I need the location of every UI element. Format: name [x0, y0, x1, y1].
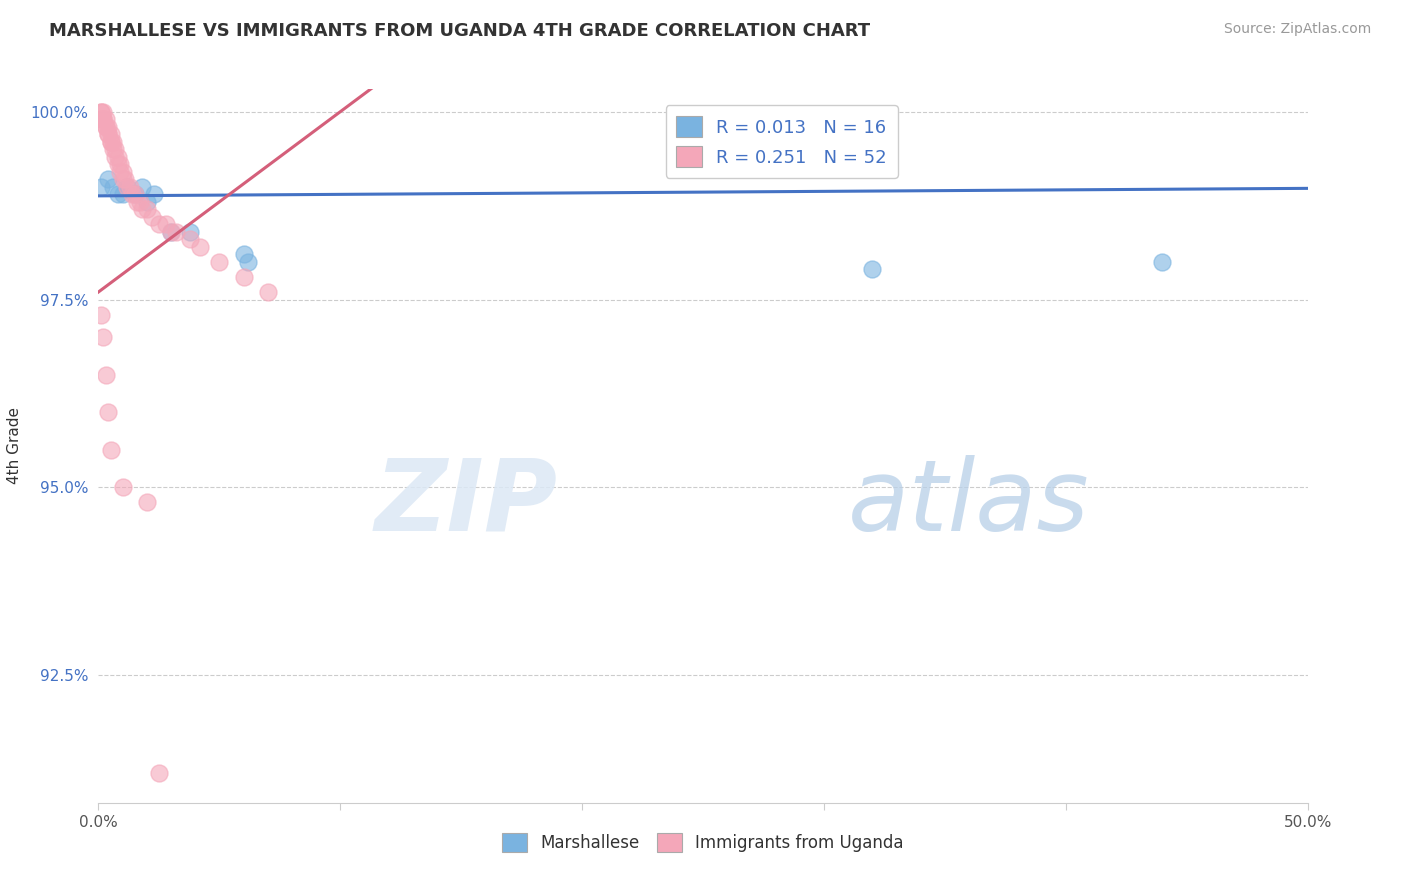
Point — [160, 225, 183, 239]
Point — [165, 225, 187, 239]
Point — [107, 187, 129, 202]
Point — [108, 165, 131, 179]
Point — [127, 194, 149, 209]
Legend: Marshallese, Immigrants from Uganda: Marshallese, Immigrants from Uganda — [496, 826, 910, 859]
Point — [111, 480, 134, 494]
Point — [108, 157, 131, 171]
Point — [232, 270, 254, 285]
Point — [121, 187, 143, 202]
Point — [256, 285, 278, 299]
Point — [100, 135, 122, 149]
Point — [232, 247, 254, 261]
Point — [179, 225, 201, 239]
Point — [101, 135, 124, 149]
Point — [107, 150, 129, 164]
Point — [131, 179, 153, 194]
Point — [90, 179, 112, 194]
Point — [104, 142, 127, 156]
Point — [135, 202, 157, 217]
Point — [111, 172, 134, 186]
Point — [90, 104, 112, 119]
Point — [91, 104, 114, 119]
Text: ZIP: ZIP — [375, 455, 558, 551]
Point — [135, 495, 157, 509]
Point — [91, 112, 114, 127]
Point — [97, 405, 120, 419]
Point — [238, 255, 260, 269]
Point — [90, 308, 112, 322]
Point — [128, 194, 150, 209]
Text: Source: ZipAtlas.com: Source: ZipAtlas.com — [1223, 22, 1371, 37]
Point — [131, 202, 153, 217]
Point — [97, 172, 120, 186]
Point — [860, 262, 883, 277]
Point — [97, 128, 120, 142]
Point — [111, 187, 134, 202]
Point — [97, 128, 120, 142]
Point — [91, 330, 114, 344]
Point — [90, 104, 112, 119]
Point — [94, 368, 117, 382]
Point — [148, 765, 170, 780]
Point — [179, 232, 201, 246]
Point — [143, 187, 166, 202]
Point — [90, 112, 112, 127]
Point — [94, 120, 117, 134]
Point — [100, 135, 122, 149]
Point — [101, 179, 124, 194]
Point — [114, 172, 136, 186]
Point — [94, 112, 117, 127]
Point — [141, 210, 163, 224]
Y-axis label: 4th Grade: 4th Grade — [7, 408, 22, 484]
Point — [124, 187, 146, 202]
Point — [124, 187, 146, 202]
Point — [111, 165, 134, 179]
Point — [104, 150, 127, 164]
Point — [100, 442, 122, 457]
Point — [208, 255, 231, 269]
Point — [100, 128, 122, 142]
Text: atlas: atlas — [848, 455, 1090, 551]
Point — [118, 179, 141, 194]
Point — [117, 179, 139, 194]
Point — [101, 142, 124, 156]
Point — [135, 194, 157, 209]
Point — [97, 120, 120, 134]
Point — [94, 120, 117, 134]
Point — [91, 112, 114, 127]
Text: MARSHALLESE VS IMMIGRANTS FROM UGANDA 4TH GRADE CORRELATION CHART: MARSHALLESE VS IMMIGRANTS FROM UGANDA 4T… — [49, 22, 870, 40]
Point — [188, 240, 211, 254]
Point — [107, 157, 129, 171]
Point — [148, 218, 170, 232]
Point — [155, 218, 177, 232]
Point — [1152, 255, 1174, 269]
Point — [117, 179, 139, 194]
Point — [160, 225, 183, 239]
